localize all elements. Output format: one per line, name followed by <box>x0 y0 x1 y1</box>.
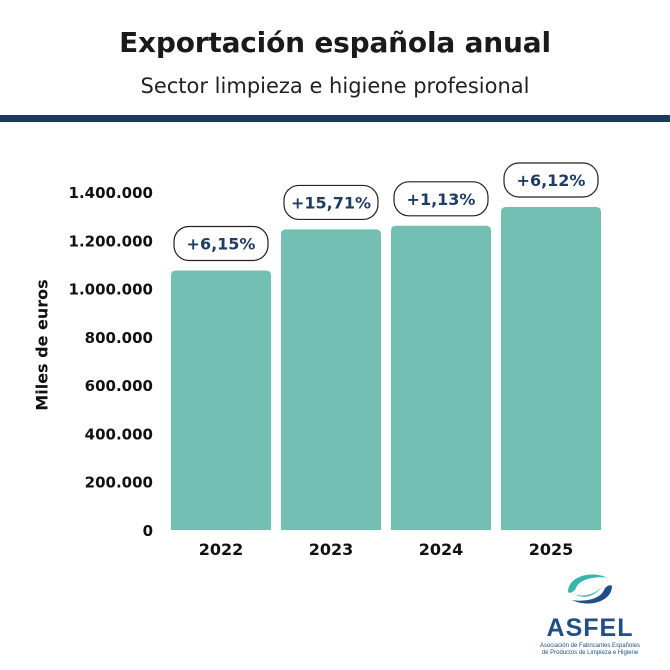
y-tick-label: 400.000 <box>85 425 153 443</box>
asfel-logo: ASFEL Asociación de Fabricantes Españole… <box>530 568 650 658</box>
x-tick-label: 2023 <box>309 540 354 559</box>
asfel-swirl-icon <box>568 574 612 604</box>
x-tick-label: 2025 <box>529 540 574 559</box>
x-tick-label: 2022 <box>199 540 244 559</box>
y-tick-label: 1.200.000 <box>69 232 153 250</box>
y-tick-label: 800.000 <box>85 329 153 347</box>
data-label: +6,12% <box>517 171 586 190</box>
bar <box>281 229 381 530</box>
x-tick-label: 2024 <box>419 540 464 559</box>
y-tick-label: 200.000 <box>85 474 153 492</box>
bar <box>501 206 601 530</box>
logo-description-line-2: de Productos de Limpieza e Higiene <box>541 650 639 656</box>
y-tick-label: 1.400.000 <box>69 184 153 202</box>
logo-name: ASFEL <box>546 614 634 642</box>
header-divider <box>0 115 670 122</box>
chart-title: Exportación española anual <box>119 26 551 59</box>
logo-description: Asociación de Fabricantes Españoles de P… <box>530 643 650 657</box>
y-tick-label: 0 <box>143 522 153 540</box>
data-label-box <box>283 184 379 221</box>
logo-description-line-1: Asociación de Fabricantes Españoles <box>539 643 641 649</box>
bar <box>391 225 491 531</box>
data-label-box <box>393 181 489 217</box>
y-axis-label: Miles de euros <box>32 279 52 411</box>
bar <box>171 270 271 530</box>
data-label: +15,71% <box>291 193 371 212</box>
data-label: +6,15% <box>187 234 256 253</box>
data-label: +1,13% <box>407 190 476 209</box>
data-label-box <box>503 162 599 198</box>
y-tick-label: 1.000.000 <box>69 281 153 299</box>
y-tick-label: 600.000 <box>85 377 153 395</box>
chart-subtitle: Sector limpieza e higiene profesional <box>140 74 530 98</box>
data-label-box <box>173 225 269 262</box>
